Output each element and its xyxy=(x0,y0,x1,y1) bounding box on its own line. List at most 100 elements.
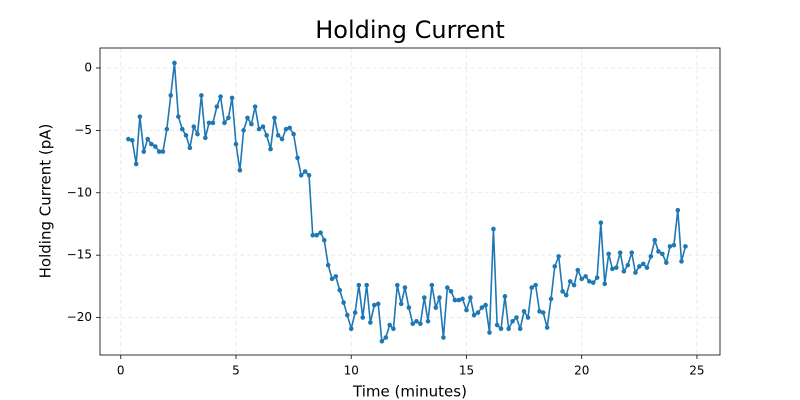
data-point xyxy=(479,305,485,310)
data-point xyxy=(348,326,354,332)
data-point xyxy=(176,114,181,119)
data-point xyxy=(487,330,492,335)
data-point xyxy=(229,95,235,101)
data-point xyxy=(425,319,431,324)
data-point xyxy=(640,261,646,267)
data-point xyxy=(429,282,435,288)
data-point xyxy=(318,230,323,235)
data-point xyxy=(249,121,254,127)
data-point xyxy=(667,244,673,249)
data-point xyxy=(191,124,197,129)
data-point xyxy=(210,120,216,126)
data-point xyxy=(679,259,684,264)
data-point xyxy=(602,281,608,287)
data-point xyxy=(129,138,135,143)
data-point xyxy=(145,136,151,142)
data-point xyxy=(306,172,312,178)
data-point xyxy=(629,250,635,255)
x-tick-label: 5 xyxy=(232,364,240,378)
data-point xyxy=(172,60,177,66)
data-point xyxy=(625,262,631,268)
data-point xyxy=(391,326,396,332)
data-point xyxy=(360,315,366,320)
data-point xyxy=(356,282,362,288)
data-point xyxy=(283,126,289,132)
data-point xyxy=(514,315,519,320)
data-point xyxy=(287,125,292,131)
data-point xyxy=(502,294,508,299)
data-point xyxy=(133,161,139,167)
data-point xyxy=(571,282,577,288)
data-point xyxy=(402,285,408,290)
data-point xyxy=(556,254,561,259)
data-point xyxy=(279,136,285,142)
data-point xyxy=(387,322,393,328)
data-point xyxy=(548,296,554,302)
data-point xyxy=(652,237,658,243)
data-point xyxy=(264,133,269,138)
data-point xyxy=(368,320,373,325)
data-point xyxy=(156,149,162,154)
data-point xyxy=(544,325,550,330)
data-point xyxy=(302,169,308,174)
y-tick-label: −10 xyxy=(67,185,92,199)
data-point xyxy=(222,120,227,126)
data-point xyxy=(583,274,588,279)
data-point xyxy=(291,131,296,137)
data-point xyxy=(333,274,339,279)
data-point xyxy=(675,207,681,213)
data-point xyxy=(660,251,665,257)
data-point xyxy=(475,310,481,315)
data-point xyxy=(590,280,596,285)
data-point xyxy=(617,250,623,255)
data-point xyxy=(560,289,565,294)
y-tick-label: −20 xyxy=(67,310,92,324)
data-point xyxy=(456,297,462,303)
data-point xyxy=(179,126,185,132)
data-point xyxy=(379,338,385,344)
data-point xyxy=(445,285,450,290)
y-tick-label: −5 xyxy=(74,123,92,137)
data-point xyxy=(275,133,281,138)
data-point xyxy=(671,242,677,248)
data-point xyxy=(633,270,638,275)
data-point xyxy=(341,300,346,305)
data-point xyxy=(414,319,419,324)
data-point xyxy=(364,282,369,288)
x-tick-label: 20 xyxy=(574,364,589,378)
data-point xyxy=(587,279,592,284)
data-point xyxy=(491,226,496,232)
data-point xyxy=(345,312,350,318)
y-tick-label: −15 xyxy=(67,248,92,262)
data-point xyxy=(237,168,243,173)
data-point xyxy=(383,335,389,340)
data-point xyxy=(298,172,304,178)
data-point xyxy=(187,145,193,151)
x-tick-label: 25 xyxy=(689,364,704,378)
data-point xyxy=(329,276,335,282)
data-point xyxy=(498,326,504,332)
data-point xyxy=(256,126,262,132)
data-point xyxy=(203,135,208,141)
data-point xyxy=(575,267,581,273)
data-point xyxy=(160,149,166,154)
data-point xyxy=(483,302,488,308)
data-point xyxy=(149,141,154,147)
data-point xyxy=(563,292,569,298)
data-point xyxy=(468,295,473,300)
data-point xyxy=(460,296,465,302)
data-point xyxy=(325,262,331,268)
data-point xyxy=(295,155,300,161)
data-point xyxy=(613,265,619,270)
data-point xyxy=(525,315,531,320)
data-point xyxy=(241,128,246,133)
x-tick-label: 15 xyxy=(459,364,474,378)
data-point xyxy=(226,115,231,121)
data-point xyxy=(441,335,446,340)
data-point xyxy=(321,237,327,243)
data-point xyxy=(272,115,277,121)
data-point xyxy=(260,124,266,129)
data-point xyxy=(421,295,427,300)
x-tick-label: 0 xyxy=(117,364,125,378)
data-point xyxy=(494,322,500,328)
